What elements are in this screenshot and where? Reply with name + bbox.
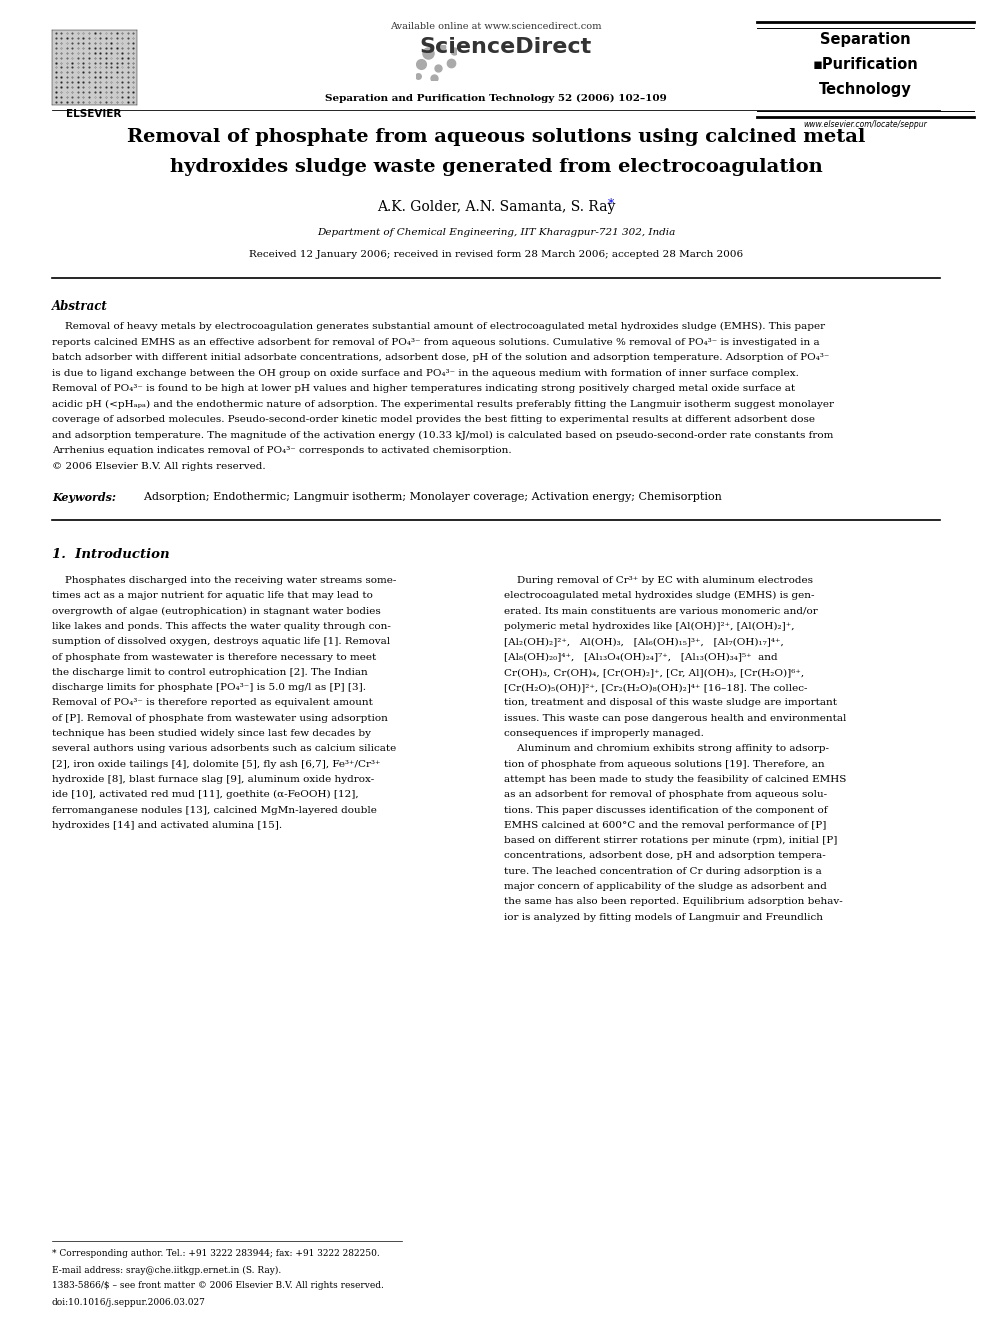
- Text: [Al₈(OH)₂₀]⁴⁺,   [Al₁₃O₄(OH)₂₄]⁷⁺,   [Al₁₃(OH)₃₄]⁵⁺  and: [Al₈(OH)₂₀]⁴⁺, [Al₁₃O₄(OH)₂₄]⁷⁺, [Al₁₃(O…: [504, 652, 778, 662]
- Text: Removal of heavy metals by electrocoagulation generates substantial amount of el: Removal of heavy metals by electrocoagul…: [52, 321, 825, 331]
- Text: erated. Its main constituents are various monomeric and/or: erated. Its main constituents are variou…: [504, 607, 817, 615]
- Text: polymeric metal hydroxides like [Al(OH)]²⁺, [Al(OH)₂]⁺,: polymeric metal hydroxides like [Al(OH)]…: [504, 622, 795, 631]
- Text: issues. This waste can pose dangerous health and environmental: issues. This waste can pose dangerous he…: [504, 713, 846, 722]
- Text: ▪Purification: ▪Purification: [812, 57, 919, 71]
- Text: consequences if improperly managed.: consequences if improperly managed.: [504, 729, 704, 738]
- Text: [Cr(H₂O)₅(OH)]²⁺, [Cr₂(H₂O)₈(OH)₂]⁴⁺ [16–18]. The collec-: [Cr(H₂O)₅(OH)]²⁺, [Cr₂(H₂O)₈(OH)₂]⁴⁺ [16…: [504, 683, 807, 692]
- Text: doi:10.1016/j.seppur.2006.03.027: doi:10.1016/j.seppur.2006.03.027: [52, 1298, 206, 1307]
- Text: the discharge limit to control eutrophication [2]. The Indian: the discharge limit to control eutrophic…: [52, 668, 368, 677]
- Text: acidic pH (<pHₐₚₐ) and the endothermic nature of adsorption. The experimental re: acidic pH (<pHₐₚₐ) and the endothermic n…: [52, 400, 834, 409]
- Text: 1.  Introduction: 1. Introduction: [52, 548, 170, 561]
- Text: Adsorption; Endothermic; Langmuir isotherm; Monolayer coverage; Activation energ: Adsorption; Endothermic; Langmuir isothe…: [137, 492, 722, 501]
- Text: Separation: Separation: [820, 32, 911, 48]
- Text: technique has been studied widely since last few decades by: technique has been studied widely since …: [52, 729, 371, 738]
- Text: hydroxides sludge waste generated from electrocoagulation: hydroxides sludge waste generated from e…: [170, 157, 822, 176]
- Text: ior is analyzed by fitting models of Langmuir and Freundlich: ior is analyzed by fitting models of Lan…: [504, 913, 823, 922]
- Text: hydroxide [8], blast furnace slag [9], aluminum oxide hydrox-: hydroxide [8], blast furnace slag [9], a…: [52, 775, 374, 785]
- Text: ELSEVIER: ELSEVIER: [66, 108, 122, 119]
- Text: [Al₂(OH)₂]²⁺,   Al(OH)₃,   [Al₆(OH)₁₅]³⁺,   [Al₇(OH)₁₇]⁴⁺,: [Al₂(OH)₂]²⁺, Al(OH)₃, [Al₆(OH)₁₅]³⁺, [A…: [504, 638, 784, 646]
- Text: sumption of dissolved oxygen, destroys aquatic life [1]. Removal: sumption of dissolved oxygen, destroys a…: [52, 638, 390, 646]
- Text: tion, treatment and disposal of this waste sludge are important: tion, treatment and disposal of this was…: [504, 699, 837, 708]
- Text: *: *: [608, 198, 614, 210]
- Text: www.elsevier.com/locate/seppur: www.elsevier.com/locate/seppur: [804, 120, 928, 130]
- Text: coverage of adsorbed molecules. Pseudo-second-order kinetic model provides the b: coverage of adsorbed molecules. Pseudo-s…: [52, 415, 815, 423]
- Text: EMHS calcined at 600°C and the removal performance of [P]: EMHS calcined at 600°C and the removal p…: [504, 820, 826, 830]
- Text: * Corresponding author. Tel.: +91 3222 283944; fax: +91 3222 282250.: * Corresponding author. Tel.: +91 3222 2…: [52, 1249, 380, 1258]
- Text: of [P]. Removal of phosphate from wastewater using adsorption: of [P]. Removal of phosphate from wastew…: [52, 713, 388, 722]
- Text: © 2006 Elsevier B.V. All rights reserved.: © 2006 Elsevier B.V. All rights reserved…: [52, 462, 266, 471]
- Text: Removal of PO₄³⁻ is found to be high at lower pH values and higher temperatures : Removal of PO₄³⁻ is found to be high at …: [52, 384, 796, 393]
- Text: ScienceDirect: ScienceDirect: [420, 37, 592, 57]
- Text: of phosphate from wastewater is therefore necessary to meet: of phosphate from wastewater is therefor…: [52, 652, 376, 662]
- Text: times act as a major nutrient for aquatic life that may lead to: times act as a major nutrient for aquati…: [52, 591, 373, 601]
- Text: During removal of Cr³⁺ by EC with aluminum electrodes: During removal of Cr³⁺ by EC with alumin…: [504, 576, 813, 585]
- Text: Available online at www.sciencedirect.com: Available online at www.sciencedirect.co…: [390, 22, 602, 30]
- Text: batch adsorber with different initial adsorbate concentrations, adsorbent dose, : batch adsorber with different initial ad…: [52, 353, 829, 363]
- Text: Cr(OH)₃, Cr(OH)₄, [Cr(OH)₂]⁺, [Cr, Al](OH)₃, [Cr(H₂O)]⁶⁺,: Cr(OH)₃, Cr(OH)₄, [Cr(OH)₂]⁺, [Cr, Al](O…: [504, 668, 805, 677]
- Text: reports calcined EMHS as an effective adsorbent for removal of PO₄³⁻ from aqueou: reports calcined EMHS as an effective ad…: [52, 337, 819, 347]
- Text: ferromanganese nodules [13], calcined MgMn-layered double: ferromanganese nodules [13], calcined Mg…: [52, 806, 377, 815]
- Text: A.K. Golder, A.N. Samanta, S. Ray: A.K. Golder, A.N. Samanta, S. Ray: [377, 200, 615, 214]
- Text: tion of phosphate from aqueous solutions [19]. Therefore, an: tion of phosphate from aqueous solutions…: [504, 759, 824, 769]
- Text: Technology: Technology: [819, 82, 912, 97]
- Text: 1383-5866/$ – see front matter © 2006 Elsevier B.V. All rights reserved.: 1383-5866/$ – see front matter © 2006 El…: [52, 1281, 384, 1290]
- Text: E-mail address: sray@che.iitkgp.ernet.in (S. Ray).: E-mail address: sray@che.iitkgp.ernet.in…: [52, 1266, 282, 1275]
- Text: is due to ligand exchange between the OH group on oxide surface and PO₄³⁻ in the: is due to ligand exchange between the OH…: [52, 369, 799, 377]
- Text: attempt has been made to study the feasibility of calcined EMHS: attempt has been made to study the feasi…: [504, 775, 846, 785]
- Text: Abstract: Abstract: [52, 300, 108, 314]
- Text: hydroxides [14] and activated alumina [15].: hydroxides [14] and activated alumina [1…: [52, 820, 282, 830]
- Text: Phosphates discharged into the receiving water streams some-: Phosphates discharged into the receiving…: [52, 576, 397, 585]
- Text: tions. This paper discusses identification of the component of: tions. This paper discusses identificati…: [504, 806, 827, 815]
- Text: several authors using various adsorbents such as calcium silicate: several authors using various adsorbents…: [52, 745, 396, 753]
- Text: Removal of phosphate from aqueous solutions using calcined metal: Removal of phosphate from aqueous soluti…: [127, 128, 865, 146]
- Text: as an adsorbent for removal of phosphate from aqueous solu-: as an adsorbent for removal of phosphate…: [504, 790, 827, 799]
- Text: and adsorption temperature. The magnitude of the activation energy (10.33 kJ/mol: and adsorption temperature. The magnitud…: [52, 430, 833, 439]
- Text: major concern of applicability of the sludge as adsorbent and: major concern of applicability of the sl…: [504, 882, 827, 890]
- Text: concentrations, adsorbent dose, pH and adsorption tempera-: concentrations, adsorbent dose, pH and a…: [504, 852, 825, 860]
- Text: Removal of PO₄³⁻ is therefore reported as equivalent amount: Removal of PO₄³⁻ is therefore reported a…: [52, 699, 373, 708]
- Text: ture. The leached concentration of Cr during adsorption is a: ture. The leached concentration of Cr du…: [504, 867, 821, 876]
- Text: overgrowth of algae (eutrophication) in stagnant water bodies: overgrowth of algae (eutrophication) in …: [52, 607, 381, 615]
- Text: Keywords:: Keywords:: [52, 492, 116, 503]
- Text: Received 12 January 2006; received in revised form 28 March 2006; accepted 28 Ma: Received 12 January 2006; received in re…: [249, 250, 743, 259]
- Text: based on different stirrer rotations per minute (rpm), initial [P]: based on different stirrer rotations per…: [504, 836, 837, 845]
- Text: electrocoagulated metal hydroxides sludge (EMHS) is gen-: electrocoagulated metal hydroxides sludg…: [504, 591, 814, 601]
- Text: [2], iron oxide tailings [4], dolomite [5], fly ash [6,7], Fe³⁺/Cr³⁺: [2], iron oxide tailings [4], dolomite […: [52, 759, 381, 769]
- Text: discharge limits for phosphate [PO₄³⁻] is 5.0 mg/l as [P] [3].: discharge limits for phosphate [PO₄³⁻] i…: [52, 683, 366, 692]
- Text: Aluminum and chromium exhibits strong affinity to adsorp-: Aluminum and chromium exhibits strong af…: [504, 745, 829, 753]
- Text: ide [10], activated red mud [11], goethite (α-FeOOH) [12],: ide [10], activated red mud [11], goethi…: [52, 790, 359, 799]
- Text: Separation and Purification Technology 52 (2006) 102–109: Separation and Purification Technology 5…: [325, 94, 667, 103]
- Text: Department of Chemical Engineering, IIT Kharagpur-721 302, India: Department of Chemical Engineering, IIT …: [316, 228, 676, 237]
- Text: Arrhenius equation indicates removal of PO₄³⁻ corresponds to activated chemisorp: Arrhenius equation indicates removal of …: [52, 446, 512, 455]
- Text: the same has also been reported. Equilibrium adsorption behav-: the same has also been reported. Equilib…: [504, 897, 843, 906]
- Text: like lakes and ponds. This affects the water quality through con-: like lakes and ponds. This affects the w…: [52, 622, 391, 631]
